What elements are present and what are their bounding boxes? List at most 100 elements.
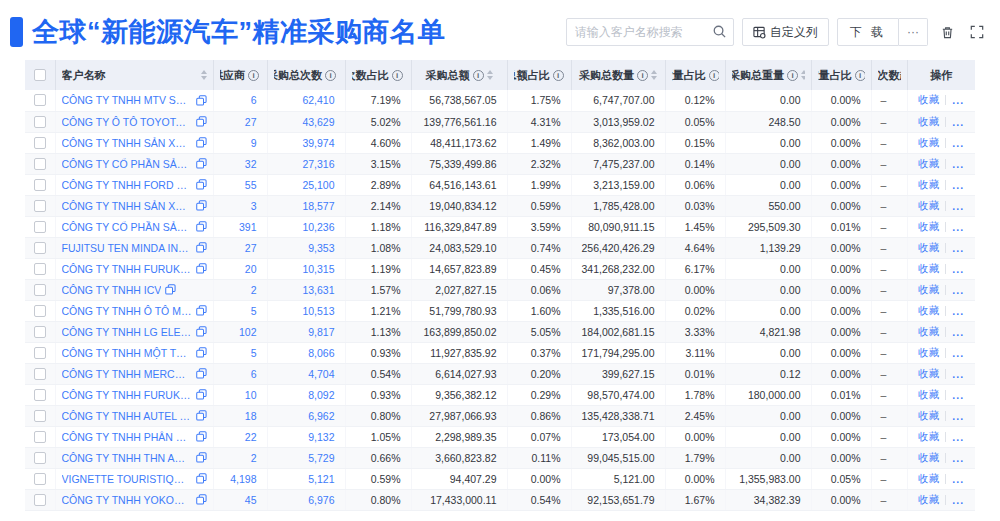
row-checkbox[interactable] [34,473,46,485]
company-name-link[interactable]: CÔNG TY TNHH SẢN XUẤT VÀ ... [62,137,192,149]
row-more-link[interactable]: ... [952,116,964,128]
favorite-link[interactable]: 收藏 [918,136,939,150]
copy-icon[interactable] [196,305,207,316]
copy-icon[interactable] [196,179,207,190]
company-name-link[interactable]: CÔNG TY TNHH Ô TÔ MITSUBI... [62,305,192,317]
row-checkbox[interactable] [34,410,46,422]
copy-icon[interactable] [165,284,176,295]
copy-icon[interactable] [196,200,207,211]
favorite-link[interactable]: 收藏 [918,241,939,255]
company-name-link[interactable]: FUJITSU TEN MINDA INDIA PVT... [62,242,192,254]
row-checkbox[interactable] [34,94,46,106]
copy-icon[interactable] [196,431,207,442]
row-more-link[interactable]: ... [952,410,964,422]
company-name-link[interactable]: CÔNG TY TNHH MERCEDES–B... [62,368,192,380]
row-more-link[interactable]: ... [952,473,964,485]
column-header-qty_pct[interactable]: 数量占比i [665,60,725,90]
favorite-link[interactable]: 收藏 [918,115,939,129]
favorite-link[interactable]: 收藏 [918,451,939,465]
customize-columns-button[interactable]: 自定义列 [742,18,829,46]
row-more-link[interactable]: ... [952,452,964,464]
copy-icon[interactable] [196,242,207,253]
row-checkbox[interactable] [34,368,46,380]
column-header-qty[interactable]: 采购总数量i [571,60,665,90]
search-input[interactable] [566,18,734,46]
row-checkbox[interactable] [34,221,46,233]
select-all-checkbox[interactable] [34,69,46,81]
favorite-link[interactable]: 收藏 [918,220,939,234]
row-more-link[interactable]: ... [952,158,964,170]
company-name-link[interactable]: CÔNG TY TNHH ICV [62,284,162,296]
favorite-link[interactable]: 收藏 [918,388,939,402]
company-name-link[interactable]: CÔNG TY TNHH FURUKAWA A... [62,389,192,401]
favorite-link[interactable]: 收藏 [918,157,939,171]
info-icon[interactable]: i [248,70,259,81]
sort-icon[interactable] [801,70,805,80]
info-icon[interactable]: i [325,70,336,81]
row-checkbox[interactable] [34,200,46,212]
row-checkbox[interactable] [34,284,46,296]
info-icon[interactable]: i [637,70,648,81]
info-icon[interactable]: i [855,70,865,81]
row-more-link[interactable]: ... [952,263,964,275]
row-more-link[interactable]: ... [952,431,964,443]
copy-icon[interactable] [196,389,207,400]
row-more-link[interactable]: ... [952,94,964,106]
sort-icon[interactable] [487,70,493,80]
row-more-link[interactable]: ... [952,242,964,254]
favorite-link[interactable]: 收藏 [918,262,939,276]
copy-icon[interactable] [196,347,207,358]
column-header-amount_pct[interactable]: 总额占比i [507,60,571,90]
row-more-link[interactable]: ... [952,137,964,149]
copy-icon[interactable] [196,473,207,484]
sort-icon[interactable] [201,70,207,80]
company-name-link[interactable]: CÔNG TY TNHH THN AUTOPAR... [62,452,192,464]
row-checkbox[interactable] [34,179,46,191]
column-header-weight[interactable]: 采购总重量i [725,60,811,90]
info-icon[interactable]: i [392,70,403,81]
column-header-times_pct[interactable]: 次数占比i [345,60,411,90]
favorite-link[interactable]: 收藏 [918,346,939,360]
row-checkbox[interactable] [34,326,46,338]
row-checkbox[interactable] [34,389,46,401]
company-name-link[interactable]: CÔNG TY TNHH FURUKAWA A... [62,263,192,275]
favorite-link[interactable]: 收藏 [918,325,939,339]
copy-icon[interactable] [196,263,207,274]
row-more-link[interactable]: ... [952,284,964,296]
sort-icon[interactable] [651,70,657,80]
copy-icon[interactable] [196,452,207,463]
company-name-link[interactable]: CÔNG TY TNHH MỘT THÀNH V... [62,347,192,359]
row-checkbox[interactable] [34,137,46,149]
column-header-supplier[interactable]: 供应商i [213,60,267,90]
row-more-link[interactable]: ... [952,221,964,233]
search-icon[interactable] [712,24,727,43]
favorite-link[interactable]: 收藏 [918,283,939,297]
fullscreen-icon[interactable] [966,20,988,44]
company-name-link[interactable]: CÔNG TY TNHH YOKOWO VIỆT... [62,494,192,506]
info-icon[interactable]: i [473,70,484,81]
row-checkbox[interactable] [34,452,46,464]
row-checkbox[interactable] [34,494,46,506]
download-button[interactable]: 下 载 [837,18,899,46]
company-name-link[interactable]: CÔNG TY CỔ PHẦN SẢN XUẤT... [62,158,192,170]
row-more-link[interactable]: ... [952,179,964,191]
row-checkbox[interactable] [34,347,46,359]
row-checkbox[interactable] [34,158,46,170]
row-checkbox[interactable] [34,242,46,254]
copy-icon[interactable] [196,368,207,379]
company-name-link[interactable]: CÔNG TY CỔ PHẦN SẢN XUẤT... [62,221,192,233]
favorite-link[interactable]: 收藏 [918,199,939,213]
company-name-link[interactable]: CÔNG TY TNHH PHÂN PHỐI T... [62,431,192,443]
row-checkbox[interactable] [34,305,46,317]
favorite-link[interactable]: 收藏 [918,409,939,423]
row-more-link[interactable]: ... [952,305,964,317]
row-checkbox[interactable] [34,431,46,443]
row-checkbox[interactable] [34,263,46,275]
favorite-link[interactable]: 收藏 [918,367,939,381]
favorite-link[interactable]: 收藏 [918,304,939,318]
company-name-link[interactable]: CÔNG TY Ô TÔ TOYOTA VIỆT ... [62,116,192,128]
company-name-link[interactable]: CÔNG TY TNHH LG ELECTRON... [62,326,192,338]
favorite-link[interactable]: 收藏 [918,493,939,507]
row-more-link[interactable]: ... [952,347,964,359]
row-more-link[interactable]: ... [952,389,964,401]
